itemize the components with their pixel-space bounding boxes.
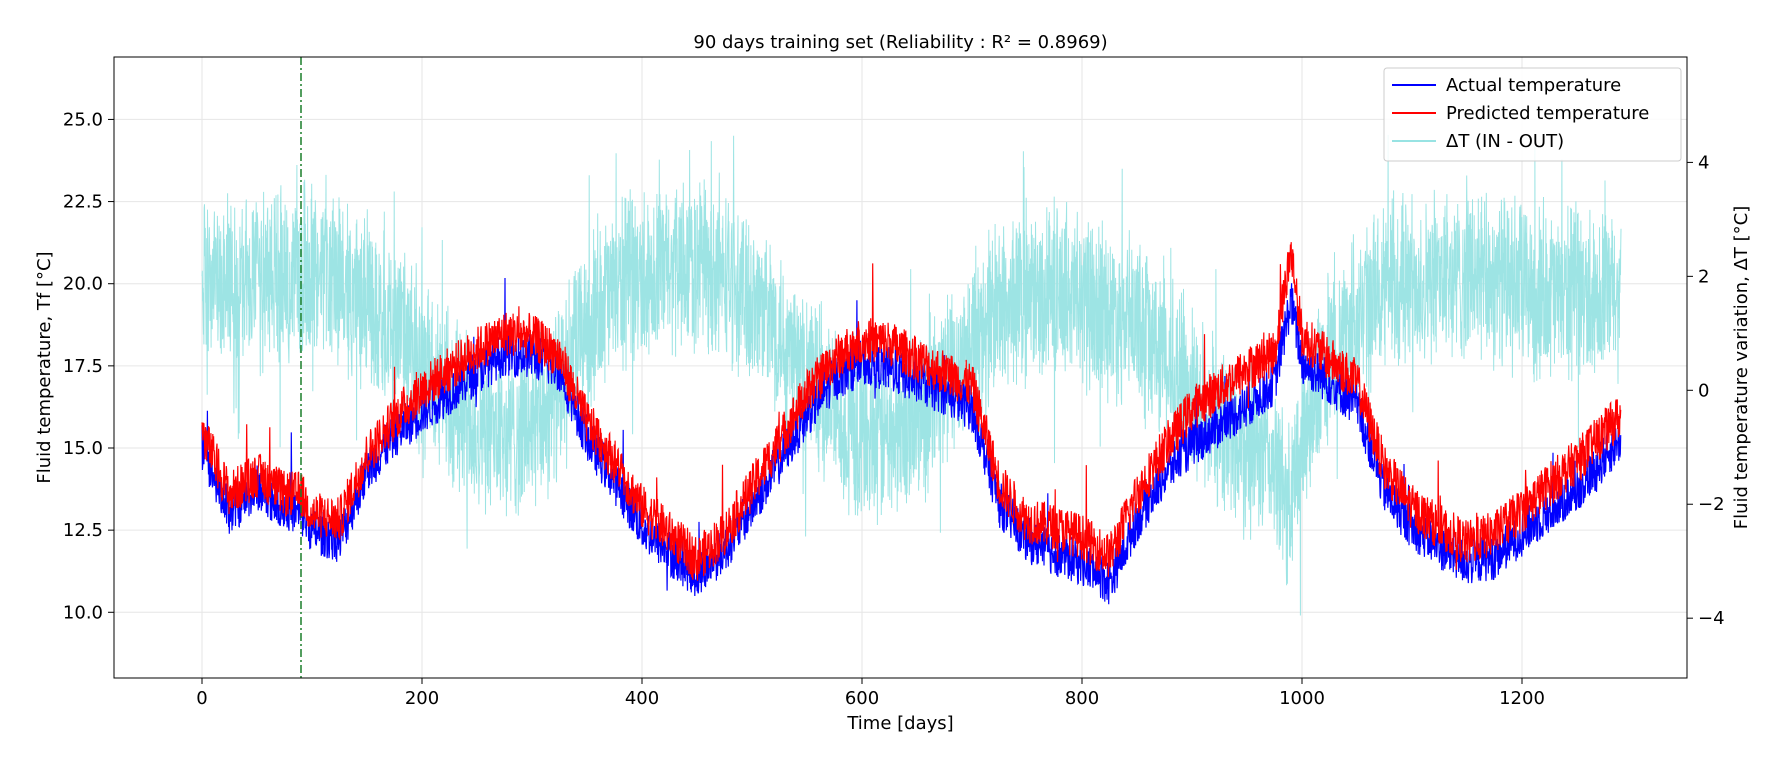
temperature-series	[201, 242, 1622, 605]
y2-tick-label: −4	[1698, 608, 1725, 629]
x-tick-label: 1000	[1279, 688, 1325, 709]
y-tick-label: 10.0	[63, 602, 103, 623]
x-tick-label: 200	[405, 688, 439, 709]
chart-title: 90 days training set (Reliability : R² =…	[693, 32, 1107, 53]
y2-tick-label: 4	[1698, 152, 1709, 173]
y-tick-label: 20.0	[63, 274, 103, 295]
x-tick-label: 0	[196, 688, 207, 709]
y-tick-label: 22.5	[63, 192, 103, 213]
legend-label-predicted: Predicted temperature	[1446, 103, 1649, 124]
y2-tick-label: 0	[1698, 380, 1709, 401]
y-axis-ticks: 10.0 12.5 15.0 17.5 20.0 22.5 25.0	[63, 109, 114, 623]
y2-tick-label: −2	[1698, 494, 1725, 515]
y-tick-label: 12.5	[63, 520, 103, 541]
predicted-temperature-line	[201, 242, 1622, 581]
legend-label-delta-t: ΔT (IN - OUT)	[1446, 131, 1564, 152]
x-tick-label: 800	[1065, 688, 1099, 709]
x-tick-label: 1200	[1499, 688, 1545, 709]
legend-box	[1383, 67, 1682, 162]
y2-axis-label: Fluid temperature variation, ΔT [°C]	[1731, 206, 1752, 529]
y-axis-label: Fluid temperature, Tf [°C]	[34, 251, 55, 483]
x-axis-label: Time [days]	[846, 713, 953, 734]
y-tick-label: 17.5	[63, 356, 103, 377]
legend-label-actual: Actual temperature	[1446, 75, 1621, 96]
x-tick-label: 400	[625, 688, 659, 709]
y-tick-label: 15.0	[63, 438, 103, 459]
legend: Actual temperature Predicted temperature…	[1383, 67, 1682, 162]
x-axis-ticks: 0 200 400 600 800 1000 1200	[196, 678, 1545, 709]
plot-frame	[113, 56, 1688, 679]
y-tick-label: 25.0	[63, 109, 103, 130]
y2-axis-ticks: −4 −2 0 2 4	[1687, 152, 1725, 629]
x-tick-label: 600	[845, 688, 879, 709]
y2-tick-label: 2	[1698, 266, 1709, 287]
